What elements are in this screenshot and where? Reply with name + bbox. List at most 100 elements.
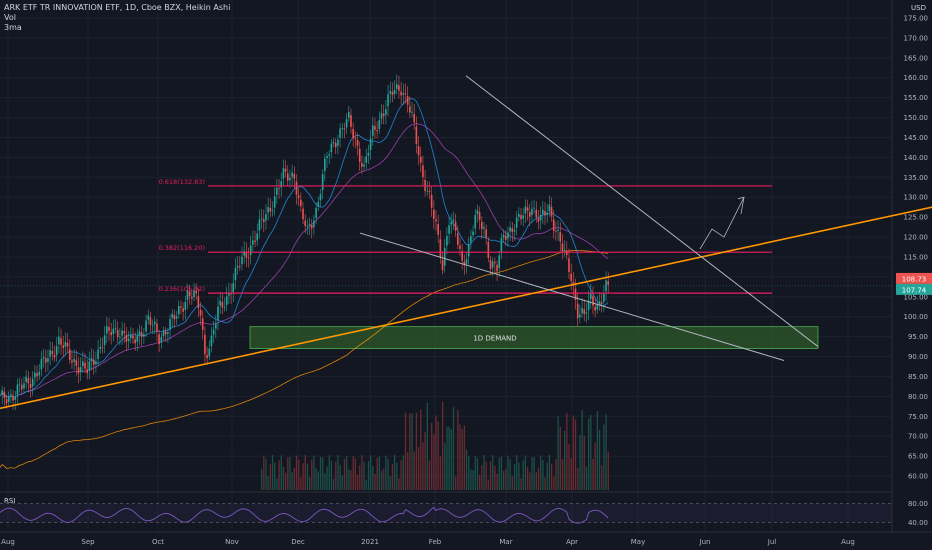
candle-body-261 bbox=[568, 258, 570, 272]
volume-bar-207 bbox=[450, 429, 452, 490]
candle-body-44 bbox=[95, 361, 97, 365]
candle-body-224 bbox=[487, 241, 490, 259]
candle-body-107 bbox=[232, 283, 235, 293]
candle-body-87 bbox=[188, 291, 191, 297]
projection-path bbox=[699, 197, 745, 250]
candle-body-137 bbox=[297, 195, 300, 198]
volume-bar-186 bbox=[404, 412, 407, 490]
volume-bar-256 bbox=[557, 416, 559, 490]
volume-bar-220 bbox=[479, 474, 481, 490]
candle-body-25 bbox=[53, 354, 56, 358]
candle-body-13 bbox=[27, 378, 30, 384]
candle-body-77 bbox=[167, 332, 169, 335]
candle-body-91 bbox=[197, 296, 200, 309]
candle-body-81 bbox=[175, 316, 178, 319]
candle-body-50 bbox=[108, 327, 110, 331]
currency-label[interactable]: USD bbox=[911, 4, 926, 12]
candle-body-164 bbox=[356, 139, 359, 146]
volume-bar-203 bbox=[441, 401, 444, 490]
volume-bar-241 bbox=[524, 455, 527, 490]
candle-body-97 bbox=[210, 335, 213, 346]
candle-body-216 bbox=[470, 236, 472, 243]
volume-bar-169 bbox=[367, 461, 370, 490]
candle-body-124 bbox=[269, 207, 272, 212]
price-badge-0 bbox=[896, 272, 932, 284]
candle-body-272 bbox=[592, 296, 594, 306]
time-tick-label-5: 2021 bbox=[361, 538, 379, 546]
ma-slow-line bbox=[0, 249, 609, 469]
candle-body-2 bbox=[3, 391, 6, 399]
candle-body-114 bbox=[247, 257, 250, 259]
volume-bar-132 bbox=[287, 457, 289, 490]
candle-body-219 bbox=[476, 210, 479, 215]
candle-body-270 bbox=[587, 300, 590, 311]
candle-body-277 bbox=[603, 293, 605, 302]
candle-body-52 bbox=[112, 328, 115, 334]
volume-bar-227 bbox=[494, 465, 496, 490]
candle-body-271 bbox=[589, 293, 592, 300]
candle-body-256 bbox=[557, 229, 559, 231]
candle-body-36 bbox=[77, 367, 80, 374]
volume-bar-129 bbox=[280, 455, 282, 490]
volume-bar-239 bbox=[520, 478, 522, 490]
candle-body-74 bbox=[160, 337, 163, 343]
candle-body-53 bbox=[114, 327, 117, 329]
volume-bar-178 bbox=[387, 459, 389, 490]
volume-bar-198 bbox=[431, 422, 433, 490]
candle-body-162 bbox=[352, 129, 354, 139]
candle-body-72 bbox=[156, 323, 158, 332]
candle-body-155 bbox=[337, 139, 339, 146]
volume-bar-279 bbox=[607, 451, 609, 490]
volume-bar-159 bbox=[346, 456, 348, 490]
candle-body-180 bbox=[391, 91, 394, 95]
candle-body-183 bbox=[398, 85, 400, 91]
volume-bar-171 bbox=[372, 465, 374, 490]
vol-indicator-label[interactable]: Vol bbox=[4, 13, 16, 22]
candle-body-19 bbox=[40, 358, 43, 370]
candle-body-119 bbox=[258, 219, 261, 231]
candle-body-265 bbox=[576, 303, 579, 318]
volume-bar-222 bbox=[483, 455, 485, 490]
volume-bar-218 bbox=[474, 456, 476, 490]
candle-body-233 bbox=[507, 232, 509, 239]
candle-body-98 bbox=[212, 329, 215, 335]
rsi-tick-label-0: 80.00 bbox=[908, 500, 928, 508]
candle-body-169 bbox=[367, 152, 370, 156]
volume-bar-274 bbox=[596, 411, 599, 490]
candle-body-222 bbox=[483, 227, 485, 229]
candle-body-48 bbox=[103, 335, 106, 346]
candle-body-132 bbox=[286, 173, 289, 181]
volume-bar-180 bbox=[391, 464, 394, 490]
candle-body-150 bbox=[326, 155, 328, 159]
candle-body-54 bbox=[116, 329, 119, 338]
volume-bar-243 bbox=[529, 472, 531, 490]
candle-body-276 bbox=[600, 301, 603, 304]
candle-body-153 bbox=[332, 142, 335, 144]
candle-body-147 bbox=[319, 194, 322, 201]
candle-body-266 bbox=[579, 314, 581, 318]
time-tick-label-9: May bbox=[631, 538, 645, 546]
fib-label-2: 0.236(105.92) bbox=[159, 285, 205, 293]
candle-body-140 bbox=[304, 220, 306, 227]
candle-body-252 bbox=[548, 204, 551, 212]
candle-body-231 bbox=[502, 234, 505, 238]
wedge-lower-line bbox=[359, 232, 785, 361]
ma-indicator-label[interactable]: 3ma bbox=[4, 23, 22, 32]
symbol-title[interactable]: ARK ETF TR INNOVATION ETF, 1D, Cboe BZX,… bbox=[4, 3, 231, 12]
candle-body-43 bbox=[92, 359, 95, 365]
volume-bar-269 bbox=[585, 466, 588, 490]
candle-body-99 bbox=[215, 323, 217, 329]
candle-body-73 bbox=[158, 334, 160, 345]
volume-bar-192 bbox=[417, 446, 420, 490]
candle-body-83 bbox=[180, 306, 182, 308]
candle-body-104 bbox=[225, 296, 228, 305]
candle-body-121 bbox=[262, 219, 265, 223]
volume-bar-255 bbox=[555, 459, 557, 490]
time-tick-label-1: Sep bbox=[81, 538, 95, 546]
candle-body-18 bbox=[38, 371, 41, 376]
candle-body-55 bbox=[119, 336, 121, 338]
volume-bar-216 bbox=[470, 469, 472, 490]
candle-body-134 bbox=[291, 172, 293, 177]
candle-body-196 bbox=[426, 190, 429, 192]
